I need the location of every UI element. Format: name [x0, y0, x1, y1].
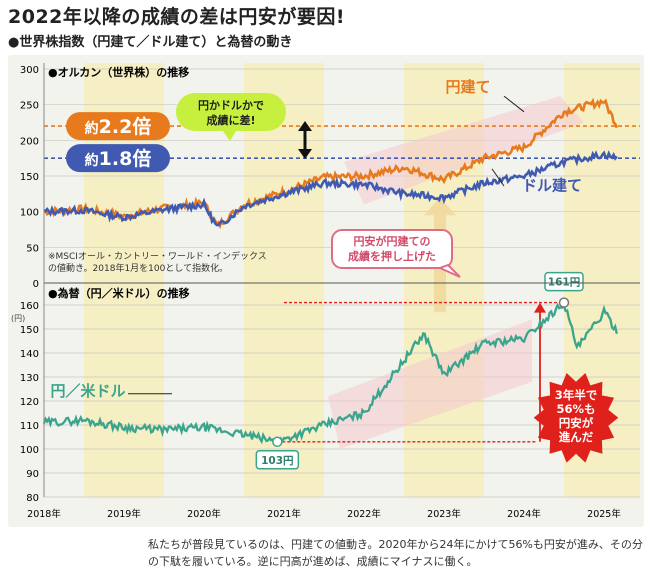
y-tick-bottom: 80: [26, 493, 39, 504]
y-axis-ticks-bottom: 80 90 100 110 120 130 140 150 160: [20, 301, 39, 504]
reference-label-0: 約2.2倍: [85, 115, 152, 138]
gap-callout: 円かドルかで成績に差!: [176, 93, 286, 141]
series-label-fx: 円／米ドル: [50, 382, 125, 400]
y-tick-top: 200: [20, 136, 39, 147]
x-tick: 2025年: [587, 508, 621, 520]
x-tick: 2023年: [427, 508, 461, 520]
marker-low-dot: [272, 436, 283, 448]
y-tick-top: 150: [20, 172, 39, 183]
result-callout-text: 3年半で 56%も円安が進んだ: [555, 388, 598, 444]
bottom-panel-title: ●為替（円／米ドル）の推移: [48, 286, 190, 300]
caption: 私たちが普段見ているのは、円建ての値動き。2020年から24年にかけて56%も円…: [148, 538, 643, 568]
series-line-fx: [42, 302, 618, 446]
subheadline: ●世界株指数（円建て／ドル建て）と為替の動き: [8, 35, 293, 50]
y-tick-top: 0: [33, 279, 39, 290]
x-tick: 2021年: [267, 508, 301, 520]
series-line-yen: [43, 97, 619, 230]
x-tick: 2018年: [27, 508, 61, 520]
fx-y-unit: (円): [11, 314, 25, 323]
marker-low-label: 103円: [261, 455, 293, 467]
y-tick-bottom: 130: [20, 373, 39, 384]
series-label-yen-leader: [503, 95, 525, 113]
y-tick-bottom: 100: [20, 445, 39, 456]
y-tick-bottom: 160: [20, 301, 39, 312]
x-tick: 2024年: [507, 508, 541, 520]
y-tick-top: 300: [20, 65, 39, 76]
marker-high-box: [544, 271, 584, 292]
push-callout: 円安が円建ての成績を押し上げた: [331, 229, 461, 278]
y-axis-ticks-top: 0 50 100 150 200 250 300: [20, 65, 39, 290]
y-tick-bottom: 110: [20, 421, 39, 432]
series-label-usd: ドル建て: [522, 176, 582, 194]
y-tick-bottom: 90: [26, 469, 39, 480]
x-tick: 2022年: [347, 508, 381, 520]
marker-low-box: [255, 450, 300, 470]
reference-pill-0: [66, 112, 170, 141]
push-band: [344, 96, 584, 205]
reference-pill-1: [66, 144, 170, 173]
x-axis-ticks: 2018年 2019年 2020年 2021年 2022年 2023年 2024年 2025年: [27, 508, 621, 520]
x-tick: 2019年: [107, 508, 141, 520]
push-callout-text: 円安が円建ての成績を押し上げた: [348, 234, 436, 263]
rise-arrow-head: [534, 302, 546, 313]
gap-callout-text: 円かドルかで成績に差!: [198, 99, 264, 127]
result-callout: 3年半で 56%も円安が進んだ: [533, 373, 619, 463]
series-line-usd: [43, 150, 618, 227]
index-note: ※MSCIオール・カントリー・ワールド・インデックスの値動き。2018年1月を1…: [48, 250, 267, 274]
y-tick-bottom: 120: [20, 397, 39, 408]
y-tick-top: 50: [26, 243, 39, 254]
series-label-yen: 円建て: [445, 78, 490, 96]
y-tick-top: 100: [20, 208, 39, 219]
x-tick: 2020年: [187, 508, 221, 520]
reference-label-1: 約1.8倍: [85, 147, 152, 170]
fx-band: [328, 319, 532, 449]
gap-arrow: [298, 121, 312, 159]
y-tick-bottom: 150: [20, 325, 39, 336]
marker-high-dot: [558, 297, 570, 308]
series-label-usd-leader: [491, 168, 505, 187]
y-tick-bottom: 140: [20, 349, 39, 360]
top-panel-title: ●オルカン（世界株）の推移: [48, 65, 189, 79]
y-tick-top: 250: [20, 101, 39, 112]
headline: 2022年以降の成績の差は円安が要因!: [8, 6, 346, 28]
